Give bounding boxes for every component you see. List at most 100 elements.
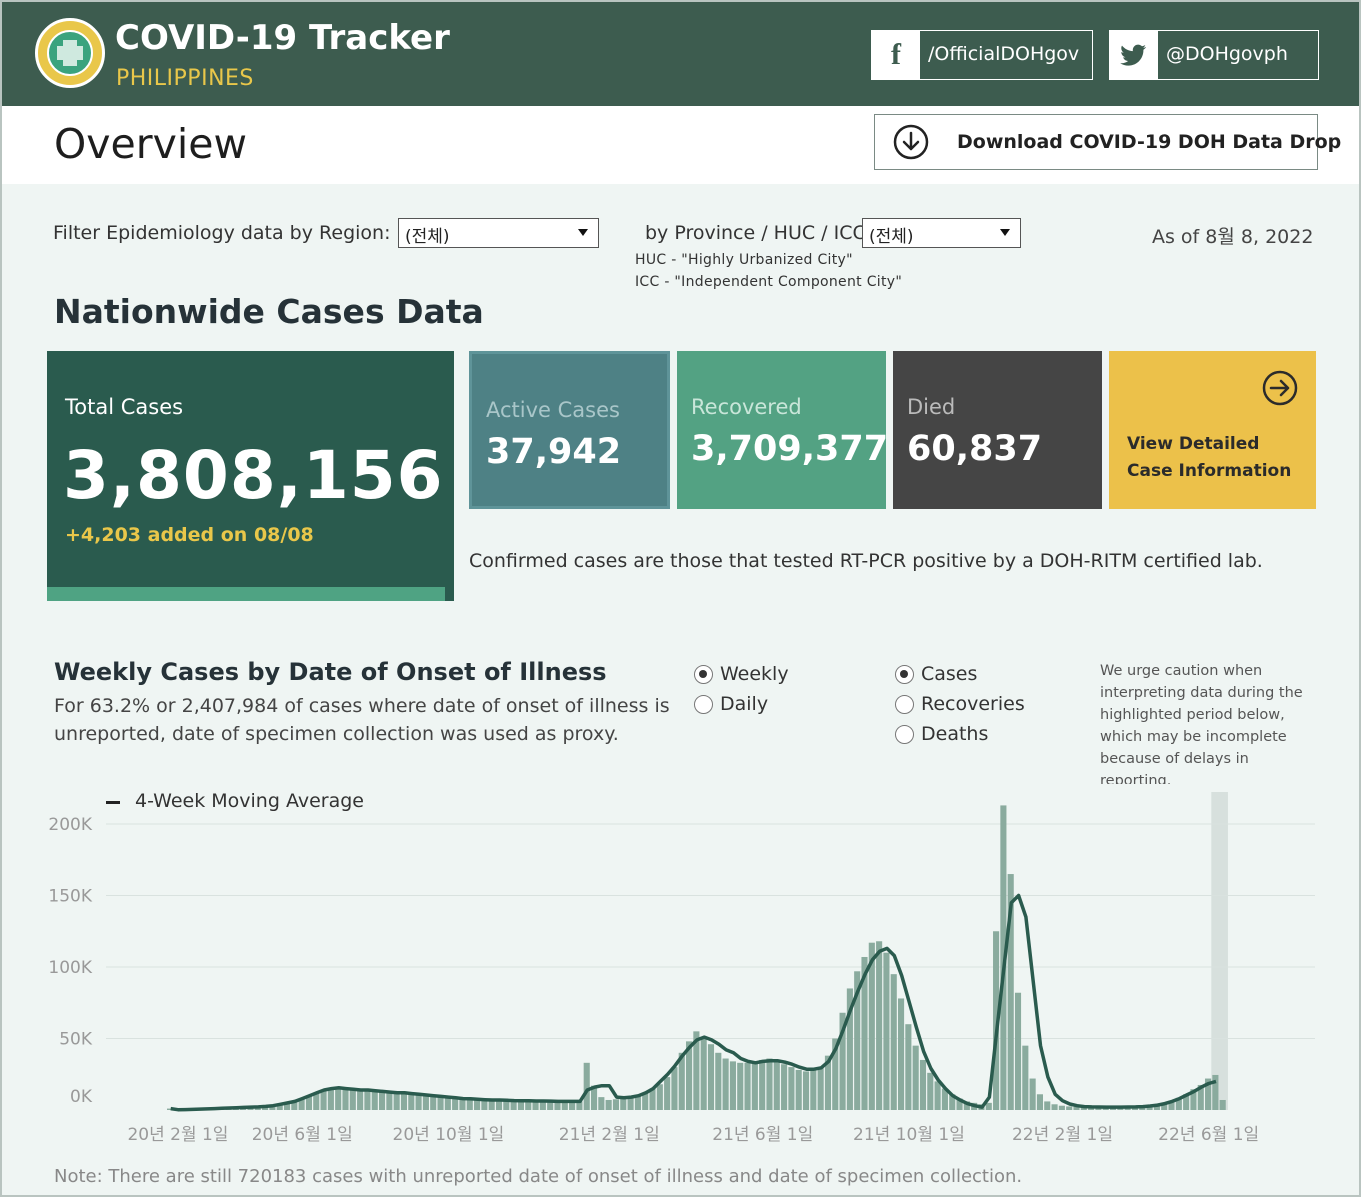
- seal-emblem-icon: [47, 30, 93, 76]
- weekly-bar: [488, 1099, 495, 1110]
- x-tick-label: 20년 2월 1일: [127, 1125, 228, 1145]
- arrow-right-circle-icon: [1262, 370, 1298, 406]
- facebook-link[interactable]: f /OfficialDOHgov: [871, 30, 1093, 80]
- radio-deaths-label: Deaths: [921, 723, 989, 745]
- weekly-bar: [269, 1105, 276, 1110]
- weekly-bar: [576, 1101, 583, 1110]
- weekly-bar: [912, 1045, 919, 1110]
- weekly-bar: [722, 1058, 729, 1110]
- weekly-bar: [583, 1062, 590, 1110]
- app-subtitle: PHILIPPINES: [116, 66, 254, 91]
- weekly-bar: [1190, 1089, 1197, 1110]
- weekly-bar: [693, 1031, 700, 1110]
- weekly-bar: [934, 1081, 941, 1110]
- top-header: COVID-19 Tracker PHILIPPINES f /Official…: [2, 2, 1359, 106]
- weekly-bar: [495, 1099, 503, 1110]
- weekly-bar: [664, 1077, 671, 1110]
- weekly-bar: [686, 1041, 693, 1110]
- weekly-bar: [364, 1089, 371, 1110]
- weekly-bar: [1051, 1104, 1058, 1110]
- x-tick-label: 20년 6월 1일: [252, 1125, 353, 1145]
- radio-recoveries-label: Recoveries: [921, 693, 1025, 715]
- facebook-handle: /OfficialDOHgov: [928, 43, 1080, 65]
- incomplete-period-highlight: [1211, 792, 1228, 1110]
- weekly-bar: [993, 931, 1000, 1110]
- weekly-bar: [262, 1106, 269, 1110]
- weekly-bar: [408, 1093, 415, 1110]
- weekly-bar: [927, 1072, 934, 1110]
- province-select-value: (전체): [869, 227, 914, 247]
- weekly-bar: [283, 1102, 291, 1110]
- weekly-bar: [1205, 1078, 1212, 1110]
- weekly-bar: [773, 1061, 780, 1110]
- weekly-bar: [298, 1098, 305, 1110]
- weekly-bar: [430, 1095, 437, 1110]
- y-tick-label: 100K: [48, 958, 92, 978]
- died-value: 60,837: [907, 429, 1043, 469]
- weekly-bar: [503, 1100, 510, 1110]
- download-data-drop-button[interactable]: Download COVID-19 DOH Data Drop: [874, 114, 1341, 170]
- weekly-bar: [1029, 1078, 1036, 1110]
- weekly-bar: [1219, 1099, 1226, 1110]
- y-tick-label: 200K: [48, 815, 92, 835]
- active-cases-label: Active Cases: [486, 398, 620, 422]
- weekly-bar: [612, 1099, 620, 1110]
- section-title: Nationwide Cases Data: [54, 292, 484, 331]
- huc-note: HUC - "Highly Urbanized City": [635, 252, 853, 268]
- weekly-bar: [759, 1059, 766, 1110]
- y-tick-label: 0K: [70, 1087, 93, 1107]
- twitter-handle: @DOHgovph: [1166, 43, 1288, 65]
- weekly-bar: [905, 1024, 912, 1110]
- doh-seal-logo: [35, 18, 105, 88]
- weekly-bar: [1022, 1045, 1029, 1110]
- twitter-link[interactable]: @DOHgovph: [1109, 30, 1319, 80]
- weekly-bar: [751, 1061, 758, 1110]
- view-detailed-case-info-button[interactable]: View Detailed Case Information: [1109, 351, 1316, 509]
- weekly-bar: [715, 1052, 722, 1110]
- region-filter-label: Filter Epidemiology data by Region:: [53, 222, 391, 244]
- weekly-bar: [824, 1055, 832, 1110]
- weekly-bar: [1175, 1097, 1182, 1110]
- chart-description: For 63.2% or 2,407,984 of cases where da…: [54, 695, 670, 745]
- radio-daily-label: Daily: [720, 693, 769, 715]
- weekly-bar: [832, 1038, 839, 1110]
- weekly-bar: [605, 1099, 612, 1110]
- weekly-bar: [444, 1097, 451, 1110]
- weekly-bar: [781, 1064, 788, 1110]
- weekly-bar: [525, 1100, 532, 1110]
- weekly-bar: [422, 1094, 429, 1110]
- weekly-bar: [898, 998, 905, 1110]
- weekly-bar: [1058, 1105, 1065, 1110]
- legend-line-icon: [106, 801, 120, 804]
- weekly-bar: [342, 1088, 349, 1110]
- x-tick-label: 22년 6월 1일: [1158, 1125, 1259, 1145]
- weekly-cases-chart: 0K 50K 100K 150K 200K 20년 2월 1일 20년 6월 1일 20년 1…: [48, 792, 1315, 1145]
- weekly-bar: [802, 1071, 810, 1110]
- weekly-bar: [1197, 1084, 1204, 1110]
- weekly-bar: [459, 1098, 466, 1110]
- died-label: Died: [907, 395, 956, 419]
- active-cases-card: Active Cases 37,942: [469, 351, 670, 509]
- province-filter-label: by Province / HUC / ICC:: [645, 222, 873, 244]
- weekly-bar: [678, 1052, 685, 1110]
- twitter-icon: [1110, 31, 1158, 79]
- weekly-bar: [1183, 1094, 1190, 1110]
- download-icon: [893, 124, 929, 160]
- weekly-bar: [649, 1088, 656, 1110]
- weekly-bar: [569, 1101, 576, 1110]
- weekly-bar: [415, 1094, 422, 1110]
- weekly-bar: [481, 1099, 488, 1110]
- weekly-bar: [1036, 1094, 1043, 1110]
- region-select[interactable]: (전체): [398, 218, 599, 248]
- x-tick-label: 20년 10월 1일: [393, 1125, 505, 1145]
- weekly-bar: [357, 1089, 364, 1110]
- weekly-bar: [642, 1092, 649, 1110]
- weekly-bar: [846, 988, 853, 1110]
- weekly-bar: [349, 1089, 356, 1110]
- weekly-bar: [320, 1089, 327, 1110]
- weekly-bar: [1161, 1102, 1168, 1110]
- weekly-bar: [634, 1095, 641, 1110]
- dropdown-arrow-icon: [578, 229, 588, 236]
- province-select[interactable]: (전체): [862, 218, 1021, 248]
- radio-weekly-label: Weekly: [720, 663, 789, 685]
